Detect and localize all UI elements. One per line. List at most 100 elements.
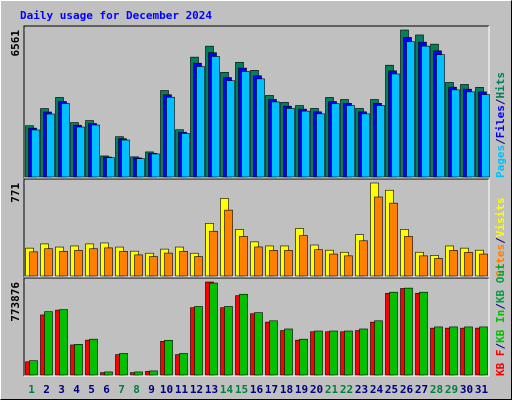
x-tick-label: 29 — [445, 383, 458, 396]
bar — [301, 110, 310, 178]
legend-entry: Sites — [494, 244, 507, 277]
x-tick-label: 18 — [280, 383, 293, 396]
bar — [211, 56, 220, 178]
bar — [344, 255, 353, 277]
x-tick-label: 9 — [148, 383, 155, 396]
bar — [119, 251, 128, 277]
bar — [329, 253, 338, 277]
chart-title: Daily usage for December 2024 — [20, 9, 212, 22]
x-tick-label: 23 — [355, 383, 368, 396]
bar — [451, 89, 460, 178]
bar — [136, 158, 145, 178]
plot-bevel — [23, 178, 489, 277]
bar — [464, 326, 473, 376]
bar — [344, 330, 353, 376]
bar — [479, 253, 488, 277]
bar — [226, 80, 235, 178]
bar — [209, 282, 218, 376]
legend: Pages/Files/Hits — [494, 72, 507, 178]
x-tick-label: 19 — [295, 383, 308, 396]
bar — [91, 124, 100, 178]
x-tick-label: 6 — [103, 383, 110, 396]
bar — [254, 312, 263, 376]
bar — [196, 66, 205, 178]
bar — [449, 250, 458, 277]
x-tick-label: 1 — [28, 383, 35, 396]
bar — [374, 196, 383, 277]
bar — [74, 344, 83, 376]
x-tick-label: 26 — [400, 383, 414, 396]
bar — [44, 311, 53, 376]
x-tick-label: 2 — [43, 383, 50, 396]
bar — [434, 258, 443, 277]
bar — [436, 54, 445, 178]
x-tick-label: 25 — [385, 383, 398, 396]
bar — [359, 328, 368, 376]
bar — [314, 330, 323, 376]
bar — [89, 248, 98, 277]
legend-separator: / — [494, 138, 507, 145]
x-tick-label: 4 — [73, 383, 80, 396]
bar — [376, 105, 385, 178]
x-tick-label: 24 — [370, 383, 384, 396]
legend: Sites/Visits — [494, 198, 507, 278]
bar — [121, 139, 130, 178]
x-tick-label: 16 — [250, 383, 264, 396]
legend: KB F/KB In/KB Out — [494, 263, 507, 376]
y-tick-label: 773876 — [9, 282, 22, 322]
x-tick-label: 7 — [118, 383, 125, 396]
bar — [46, 113, 55, 178]
bar — [404, 236, 413, 277]
x-tick-label: 22 — [340, 383, 353, 396]
bar — [104, 371, 113, 376]
bar — [151, 153, 160, 178]
bar — [224, 209, 233, 277]
x-tick-label: 13 — [205, 383, 218, 396]
bar — [239, 293, 248, 376]
bar — [346, 105, 355, 178]
bar — [134, 254, 143, 277]
bar — [286, 108, 295, 178]
bar — [224, 306, 233, 376]
plot-bevel — [24, 26, 490, 179]
bar — [479, 326, 488, 376]
bar — [59, 251, 68, 277]
bar — [181, 133, 190, 178]
x-tick-label: 31 — [475, 383, 489, 396]
legend-entry: Hits — [494, 72, 507, 99]
x-tick-label: 11 — [175, 383, 189, 396]
bar — [269, 250, 278, 277]
bar — [284, 250, 293, 277]
bar — [119, 353, 128, 376]
bar — [434, 326, 443, 376]
bar — [194, 256, 203, 277]
x-tick-label: 14 — [220, 383, 234, 396]
x-tick-label: 5 — [88, 383, 95, 396]
bar — [89, 338, 98, 376]
y-tick-label: 771 — [9, 183, 22, 203]
bar — [179, 353, 188, 376]
bar — [284, 328, 293, 376]
bar — [106, 157, 115, 178]
bar — [391, 73, 400, 178]
bar — [359, 240, 368, 277]
bar — [329, 330, 338, 376]
y-tick-label: 6561 — [9, 30, 22, 57]
bar — [254, 246, 263, 277]
bar — [134, 371, 143, 376]
bar — [361, 113, 370, 178]
bar — [29, 360, 38, 376]
legend-separator: / — [494, 98, 507, 105]
bar — [389, 202, 398, 277]
bar — [374, 320, 383, 376]
x-tick-label: 27 — [415, 383, 428, 396]
bar — [149, 370, 158, 376]
bar — [76, 126, 85, 178]
x-tick-label: 20 — [310, 383, 323, 396]
bar — [449, 326, 458, 376]
x-tick-label: 21 — [325, 383, 339, 396]
x-tick-label: 12 — [190, 383, 203, 396]
bar — [44, 248, 53, 277]
